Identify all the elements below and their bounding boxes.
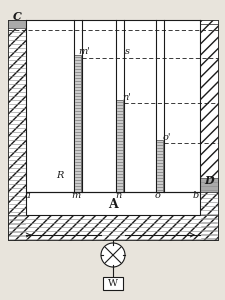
Text: n': n' [122, 92, 131, 101]
Text: a: a [25, 191, 31, 200]
Bar [8, 20, 217, 24]
Text: n: n [114, 191, 121, 200]
Circle shape [101, 243, 124, 267]
Text: o': o' [162, 133, 171, 142]
Text: A: A [108, 197, 117, 211]
Bar [199, 178, 217, 192]
Bar [26, 192, 199, 215]
Bar [116, 100, 123, 192]
Text: s: s [124, 47, 129, 56]
Bar [74, 55, 81, 192]
Bar [103, 277, 122, 290]
Bar [8, 215, 217, 240]
Text: R: R [56, 170, 63, 179]
Text: o: o [154, 191, 160, 200]
Text: b: b [192, 191, 198, 200]
Text: m': m' [78, 47, 90, 56]
Text: D: D [203, 176, 213, 187]
Bar [8, 20, 26, 28]
Text: C: C [13, 11, 21, 22]
Bar [156, 140, 163, 192]
Bar [199, 20, 217, 240]
Text: W: W [108, 278, 117, 287]
Bar [8, 20, 26, 240]
Text: m: m [71, 191, 80, 200]
Bar [26, 20, 199, 192]
